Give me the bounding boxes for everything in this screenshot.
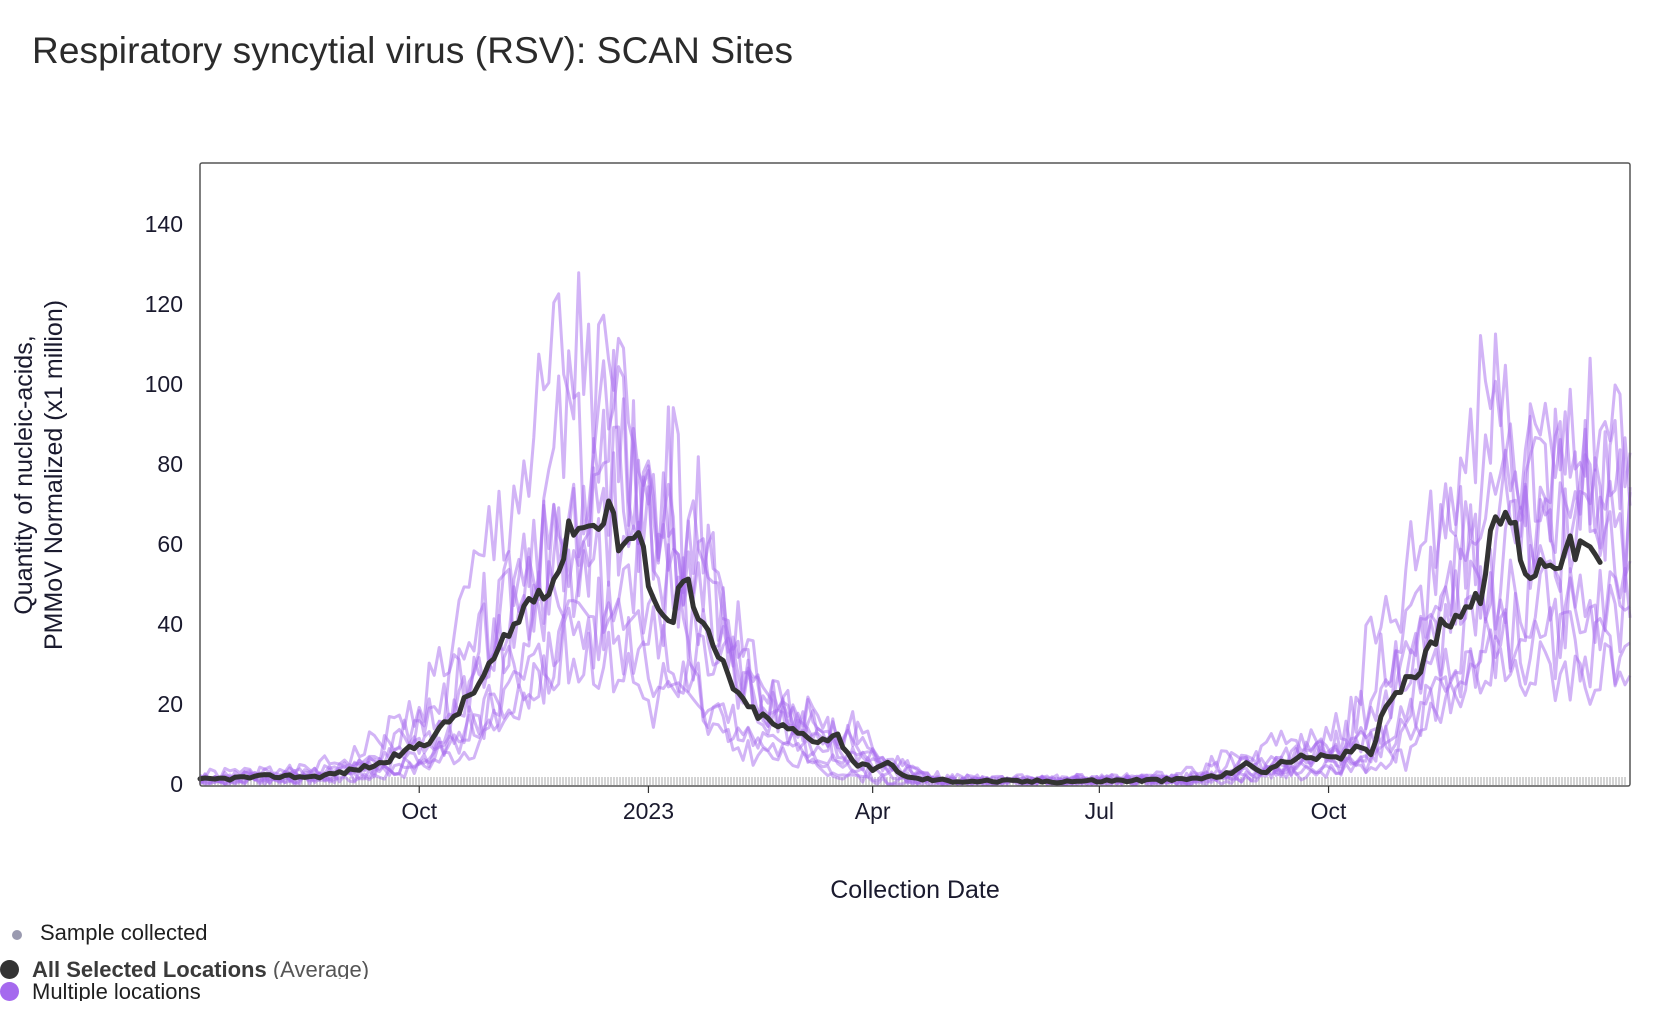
y-tick-label: 20	[157, 691, 183, 717]
average-series-group	[197, 498, 1603, 786]
legend-locations-label[interactable]: Multiple locations	[32, 979, 201, 1001]
location-series-line[interactable]	[198, 613, 1631, 786]
y-axis-label: Quantity of nucleic-acids, PMMoV Normaliz…	[10, 300, 68, 650]
average-series-line[interactable]	[197, 498, 1603, 786]
x-axis-label: Collection Date	[830, 876, 1000, 904]
location-series-line[interactable]	[199, 271, 1632, 786]
y-axis-label-line: Quantity of nucleic-acids,	[10, 335, 38, 614]
y-tick-label: 140	[145, 211, 183, 237]
location-series-group	[198, 271, 1632, 786]
y-axis-ticks: 0 20 40 60 80 100 120 140	[145, 211, 183, 797]
legend-sample-label: Sample collected	[40, 920, 208, 945]
x-tick-label: Oct	[1311, 798, 1347, 824]
legend-average-suffix: (Average)	[272, 957, 370, 979]
x-tick-label: 2023	[623, 798, 674, 824]
y-tick-label: 60	[157, 531, 183, 557]
y-tick-label: 0	[170, 771, 183, 797]
x-tick-label: Jul	[1085, 798, 1114, 824]
legend-average-label: All Selected Locations	[32, 957, 267, 979]
legend-locations-dot[interactable]	[0, 982, 19, 1001]
y-tick-label: 100	[145, 371, 183, 397]
y-axis-label-line: PMMoV Normalized (x1 million)	[40, 300, 68, 650]
x-tick-label: Oct	[401, 798, 437, 824]
plot-frame	[199, 162, 1631, 787]
chart-title: Respiratory syncytial virus (RSV): SCAN …	[32, 30, 794, 71]
x-axis-ticks: Oct 2023 Apr Jul Oct	[401, 786, 1347, 824]
legend-average-dot[interactable]	[0, 960, 19, 979]
y-tick-label: 80	[157, 451, 183, 477]
legend-average-item[interactable]: All Selected Locations (Average)	[32, 957, 369, 979]
x-tick-label: Apr	[855, 798, 891, 824]
location-series-line[interactable]	[199, 520, 1631, 786]
sample-collected-dot	[12, 930, 22, 940]
y-tick-label: 120	[145, 291, 183, 317]
y-tick-label: 40	[157, 611, 183, 637]
